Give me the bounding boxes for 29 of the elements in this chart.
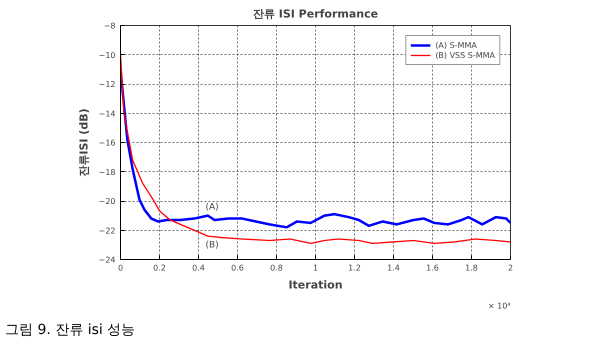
- y-tick-label: −16: [98, 138, 116, 148]
- y-tick-label: −8: [104, 22, 116, 30]
- x-tick-label: 0.2: [153, 264, 166, 272]
- x-tick-label: 0.8: [270, 264, 283, 272]
- y-tick-label: −14: [98, 109, 116, 118]
- y-tick-label: −18: [98, 168, 116, 177]
- y-tick-label: −22: [98, 226, 116, 236]
- annotation: (A): [206, 202, 219, 212]
- text: × 10⁴: [488, 302, 511, 310]
- x-tick-label: 0.4: [192, 264, 205, 272]
- y-axis-title: 잔류ISI (dB): [78, 108, 91, 177]
- x-tick-label: 1.2: [348, 264, 361, 272]
- caption: 그림 9. 잔류 isi 성능: [5, 321, 136, 340]
- x-tick-label: 0.6: [231, 264, 244, 272]
- x-axis-title: Iteration: [288, 278, 343, 292]
- x-tick-label: 2: [508, 264, 514, 272]
- x-tick-label: 1.4: [387, 264, 400, 272]
- y-tick-label: −10: [98, 50, 116, 60]
- chart-title: 잔류 ISI Performance: [252, 8, 378, 20]
- y-tick-label: −24: [98, 256, 116, 264]
- y-tick-label: −12: [98, 80, 116, 89]
- x-tick-label: 1.8: [465, 264, 478, 272]
- x-tick-label: 1: [312, 264, 318, 272]
- annotation: (B): [206, 240, 219, 250]
- legend-label: (A) S-MMA: [435, 40, 477, 50]
- x-tick-label: 1.6: [426, 264, 439, 272]
- y-tick-label: −20: [98, 197, 116, 206]
- legend-label: (B) VSS S-MMA: [435, 50, 495, 60]
- x-tick-label: 0: [118, 264, 124, 272]
